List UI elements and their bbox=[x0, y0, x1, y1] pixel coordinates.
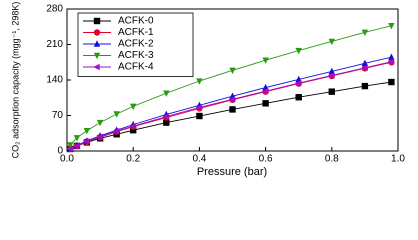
y-tick-label: 280 bbox=[46, 4, 63, 15]
x-tick-label: 0.4 bbox=[192, 154, 206, 165]
marker bbox=[195, 104, 203, 111]
marker bbox=[93, 17, 101, 25]
marker bbox=[96, 119, 104, 127]
marker bbox=[361, 59, 369, 66]
marker bbox=[262, 57, 269, 64]
legend-label: ACFK-1 bbox=[118, 27, 154, 38]
marker bbox=[83, 138, 90, 145]
marker bbox=[93, 52, 101, 60]
y-tick-label: 210 bbox=[46, 39, 63, 50]
marker bbox=[388, 53, 395, 60]
marker bbox=[228, 96, 236, 103]
plot-frame bbox=[66, 8, 399, 152]
marker bbox=[96, 133, 103, 140]
marker bbox=[295, 47, 302, 55]
marker bbox=[163, 119, 170, 126]
marker bbox=[112, 128, 120, 135]
legend-label: ACFK-4 bbox=[118, 62, 154, 73]
marker bbox=[163, 90, 170, 97]
marker bbox=[229, 106, 236, 113]
x-tick-label: 0.2 bbox=[126, 154, 140, 165]
marker bbox=[73, 135, 81, 142]
y-tick-label: 70 bbox=[52, 110, 64, 121]
marker bbox=[73, 142, 80, 150]
marker bbox=[67, 142, 74, 149]
marker bbox=[162, 113, 169, 120]
marker bbox=[361, 82, 369, 90]
legend-label: ACFK-0 bbox=[118, 16, 154, 27]
marker bbox=[295, 94, 302, 101]
marker bbox=[328, 67, 335, 75]
marker bbox=[93, 29, 101, 36]
chart: Pressure (bar) CO₂ adsorption capacity (… bbox=[10, 2, 405, 178]
x-tick-label: 1.0 bbox=[391, 154, 405, 165]
legend-label: ACFK-3 bbox=[118, 50, 154, 61]
marker bbox=[388, 78, 395, 86]
marker bbox=[328, 88, 335, 95]
series-line bbox=[70, 81, 392, 150]
x-axis-label: Pressure (bar) bbox=[197, 166, 267, 178]
marker bbox=[328, 72, 335, 79]
y-axis-label: CO₂ adsorption capacity (mgg⁻¹, 298K) bbox=[10, 2, 20, 159]
marker bbox=[93, 40, 101, 47]
marker bbox=[83, 128, 91, 135]
marker bbox=[130, 103, 137, 111]
marker bbox=[93, 63, 100, 71]
marker bbox=[328, 38, 335, 46]
y-tick-label: 0 bbox=[57, 146, 63, 157]
marker bbox=[129, 122, 136, 130]
marker bbox=[361, 64, 368, 72]
marker bbox=[196, 78, 203, 85]
marker bbox=[387, 58, 395, 65]
x-tick-label: 0.6 bbox=[259, 154, 273, 165]
marker bbox=[388, 23, 395, 30]
marker bbox=[130, 127, 137, 134]
marker bbox=[66, 145, 74, 153]
marker bbox=[262, 100, 269, 107]
x-tick-label: 0.0 bbox=[60, 154, 74, 165]
marker bbox=[261, 87, 269, 95]
marker bbox=[196, 112, 203, 120]
marker bbox=[229, 67, 236, 75]
marker bbox=[361, 29, 369, 37]
x-tick-label: 0.8 bbox=[325, 154, 339, 165]
page: Pressure (bar) CO₂ adsorption capacity (… bbox=[10, 1, 406, 178]
legend-label: ACFK-2 bbox=[118, 39, 154, 50]
marker bbox=[295, 79, 302, 87]
y-tick-label: 140 bbox=[46, 75, 63, 86]
marker bbox=[113, 111, 120, 118]
